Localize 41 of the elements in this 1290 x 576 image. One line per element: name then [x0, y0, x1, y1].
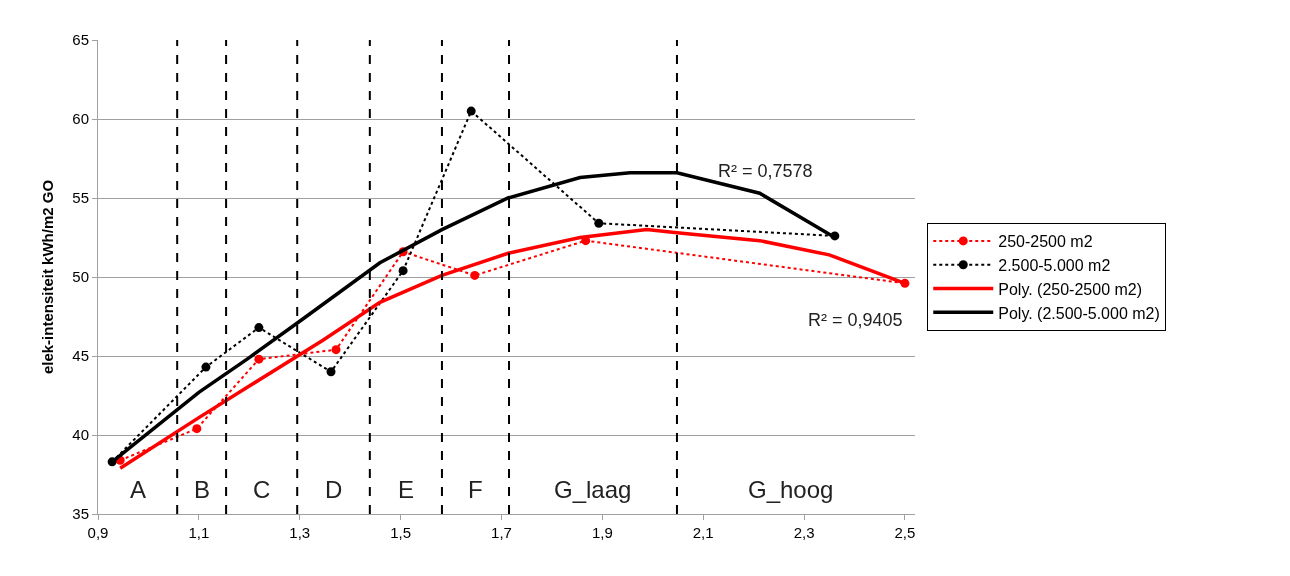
annotation: E: [398, 476, 415, 503]
y-axis-title: elek-intensiteit kWh/m2 GO: [38, 179, 56, 375]
y-tick-label: 35: [72, 505, 89, 523]
y-tick-label: 55: [72, 189, 89, 207]
y-tick-label: 65: [72, 31, 89, 49]
annotation: B: [194, 476, 211, 503]
x-tick-label: 1,5: [390, 524, 412, 541]
x-tick-label: 2,1: [692, 524, 714, 541]
point: [326, 367, 336, 377]
annotation: G_laag: [554, 476, 632, 503]
legend-label: Poly. (250-2500 m2): [998, 280, 1143, 298]
annotation: R² = 0,7578: [718, 161, 813, 181]
x-tick-label: 0,9: [87, 524, 109, 541]
legend-label: 2.500-5.000 m2: [998, 256, 1111, 274]
y-tick-label: 60: [72, 110, 89, 128]
x-tick-label: 1,3: [289, 524, 311, 541]
legend-label: 250-2500 m2: [998, 233, 1093, 251]
point: [201, 362, 211, 372]
point: [466, 106, 476, 116]
y-tick-label: 45: [72, 347, 89, 365]
annotation: G_hoog: [748, 476, 834, 503]
y-tick-label: 50: [72, 268, 89, 286]
point: [254, 354, 264, 364]
annotation: D: [325, 476, 343, 503]
point: [192, 424, 202, 434]
annotation: R² = 0,9405: [808, 310, 903, 330]
legend-label: Poly. (2.500-5.000 m2): [998, 304, 1160, 322]
x-tick-label: 1,9: [591, 524, 613, 541]
annotation: A: [130, 476, 147, 503]
x-tick-label: 1,7: [491, 524, 512, 541]
x-tick-label: 2,5: [894, 524, 916, 541]
annotation: F: [468, 476, 483, 503]
point: [470, 270, 480, 280]
point: [331, 345, 341, 355]
x-tick-label: 2,3: [793, 524, 815, 541]
point: [398, 266, 408, 276]
point: [594, 218, 604, 228]
annotation: C: [253, 476, 271, 503]
point: [254, 323, 264, 333]
x-tick-label: 1,1: [188, 524, 210, 541]
y-tick-label: 40: [72, 426, 89, 444]
